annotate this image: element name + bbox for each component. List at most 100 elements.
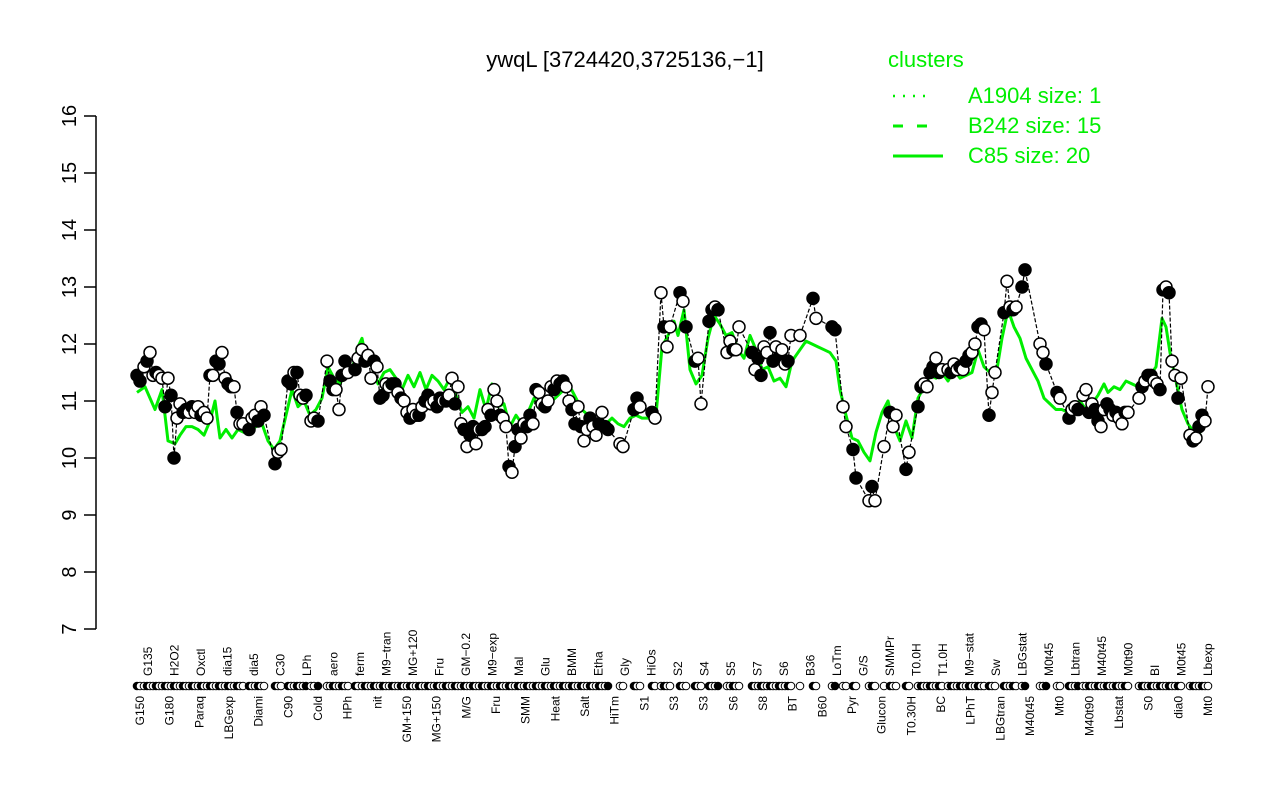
x-tick-label: BT bbox=[786, 695, 800, 711]
data-point bbox=[616, 439, 630, 454]
data-point bbox=[505, 465, 519, 479]
data-point bbox=[732, 320, 746, 334]
data-point bbox=[877, 439, 891, 454]
data-point bbox=[920, 380, 934, 394]
data-point bbox=[274, 442, 288, 457]
data-point bbox=[227, 380, 241, 394]
data-point bbox=[268, 456, 282, 471]
x-tick-label: M9−tran bbox=[380, 632, 394, 676]
x-tick-label: S8 bbox=[756, 696, 770, 711]
data-point bbox=[133, 374, 147, 388]
x-tick-label: Salt bbox=[578, 695, 592, 716]
data-point bbox=[902, 445, 916, 460]
data-point bbox=[886, 419, 900, 434]
x-tick-label: LPh bbox=[300, 655, 314, 676]
data-point bbox=[982, 408, 996, 422]
data-point bbox=[1018, 263, 1032, 277]
data-point bbox=[754, 368, 768, 383]
x-tick-label: Etha bbox=[592, 651, 606, 676]
x-tick-label: HiOs bbox=[645, 649, 659, 676]
data-point bbox=[167, 451, 181, 465]
y-tick-label: 12 bbox=[59, 333, 81, 355]
data-point bbox=[478, 419, 492, 434]
x-tick-label: dia15 bbox=[221, 646, 235, 676]
x-tick-label: C30 bbox=[274, 654, 288, 676]
y-tick-label: 8 bbox=[59, 566, 81, 577]
x-tick-label: Diami bbox=[252, 696, 266, 727]
data-point bbox=[1115, 417, 1129, 431]
data-point bbox=[702, 314, 716, 328]
data-point bbox=[968, 337, 982, 351]
y-axis: 7 8 9 10 11 12 13 14 15 16 bbox=[59, 105, 97, 635]
data-point bbox=[1079, 382, 1093, 397]
x-tick-label: B36 bbox=[804, 654, 818, 676]
x-tick-label: M0t45 bbox=[1042, 642, 1056, 676]
x-tick-label: S6 bbox=[726, 696, 740, 711]
data-point bbox=[663, 320, 677, 334]
legend-label: B242 size: 15 bbox=[968, 113, 1101, 138]
data-point bbox=[988, 365, 1002, 380]
data-point bbox=[691, 351, 705, 365]
data-point bbox=[1094, 419, 1108, 434]
x-tick-label: GM−0.2 bbox=[459, 633, 473, 676]
x-tick-label: Lbtran bbox=[1069, 642, 1083, 676]
x-tick-label: S0 bbox=[1142, 696, 1156, 711]
data-point bbox=[775, 342, 789, 357]
data-point bbox=[490, 394, 504, 408]
chart-title: ywqL [3724420,3725136,−1] bbox=[486, 47, 763, 72]
x-axis bbox=[132, 681, 1213, 691]
x-tick-label: Pyr bbox=[845, 696, 859, 714]
x-tick-label: LoTm bbox=[830, 645, 844, 676]
data-point bbox=[868, 494, 882, 508]
data-point bbox=[889, 408, 903, 422]
data-point bbox=[654, 285, 668, 300]
x-tick-label: T0.0H bbox=[910, 643, 924, 676]
data-point bbox=[311, 414, 325, 428]
legend-label: C85 size: 20 bbox=[968, 143, 1090, 168]
legend-entry-a1904: A1904 size: 1 bbox=[893, 83, 1101, 108]
data-point bbox=[849, 471, 863, 485]
data-point bbox=[1036, 345, 1050, 360]
x-tick-label: S3 bbox=[667, 696, 681, 711]
x-tick-label: M0t45 bbox=[1175, 642, 1189, 676]
data-point bbox=[541, 394, 555, 408]
x-tick-label: Fru bbox=[489, 696, 503, 714]
data-point bbox=[526, 417, 540, 431]
data-point bbox=[660, 340, 674, 354]
data-point bbox=[828, 323, 842, 337]
data-point bbox=[559, 380, 573, 394]
x-tick-label: T1.0H bbox=[936, 643, 950, 676]
data-point bbox=[595, 405, 609, 420]
data-point bbox=[332, 402, 346, 417]
y-tick-label: 7 bbox=[59, 623, 81, 634]
data-point bbox=[514, 431, 528, 445]
x-tick-label: MG+150 bbox=[430, 696, 444, 743]
x-tick-label: GM+150 bbox=[400, 696, 414, 743]
data-point bbox=[364, 371, 378, 385]
x-tick-label: MG+120 bbox=[406, 629, 420, 676]
data-points bbox=[130, 263, 1215, 508]
data-point bbox=[338, 354, 352, 368]
data-point bbox=[1153, 382, 1167, 397]
data-point bbox=[158, 399, 172, 414]
data-point bbox=[1198, 414, 1212, 428]
data-point bbox=[809, 311, 823, 326]
x-tick-label: M40t45 bbox=[1095, 636, 1109, 676]
x-tick-label: BMM bbox=[565, 648, 579, 676]
x-tick-label: M40t90 bbox=[1082, 696, 1096, 736]
data-point bbox=[320, 354, 334, 368]
x-tick-label: M40t45 bbox=[1023, 696, 1037, 736]
data-point bbox=[846, 442, 860, 457]
data-point bbox=[448, 397, 462, 411]
x-tick-label: aero bbox=[327, 652, 341, 676]
data-point bbox=[1165, 354, 1179, 368]
data-point bbox=[763, 325, 777, 340]
x-tick-label: Glu bbox=[539, 657, 553, 676]
data-point bbox=[200, 411, 214, 425]
data-point bbox=[161, 371, 175, 385]
x-tick-label: S5 bbox=[724, 661, 738, 676]
legend-entry-b242: B242 size: 15 bbox=[893, 113, 1101, 138]
data-point bbox=[206, 368, 220, 383]
x-tick-label: S1 bbox=[637, 696, 651, 711]
x-tick-label: Mt0 bbox=[1201, 696, 1215, 716]
